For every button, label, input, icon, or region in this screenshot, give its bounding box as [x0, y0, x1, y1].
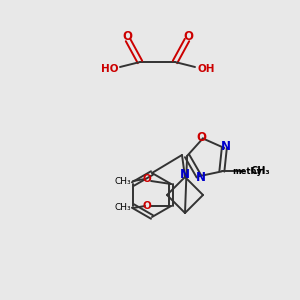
Text: CH₃: CH₃: [114, 203, 131, 212]
Text: O: O: [122, 31, 132, 44]
Text: N: N: [180, 169, 190, 182]
Text: O: O: [197, 131, 207, 144]
Text: O: O: [183, 31, 193, 44]
Text: CH₃: CH₃: [251, 167, 271, 176]
Text: O: O: [143, 174, 152, 184]
Text: O: O: [143, 201, 152, 211]
Text: HO: HO: [100, 64, 118, 74]
Text: methyl: methyl: [247, 170, 252, 171]
Text: N: N: [221, 140, 231, 154]
Text: OH: OH: [197, 64, 214, 74]
Text: methyl: methyl: [232, 167, 266, 176]
Text: CH₃: CH₃: [114, 176, 131, 185]
Text: N: N: [196, 171, 206, 184]
